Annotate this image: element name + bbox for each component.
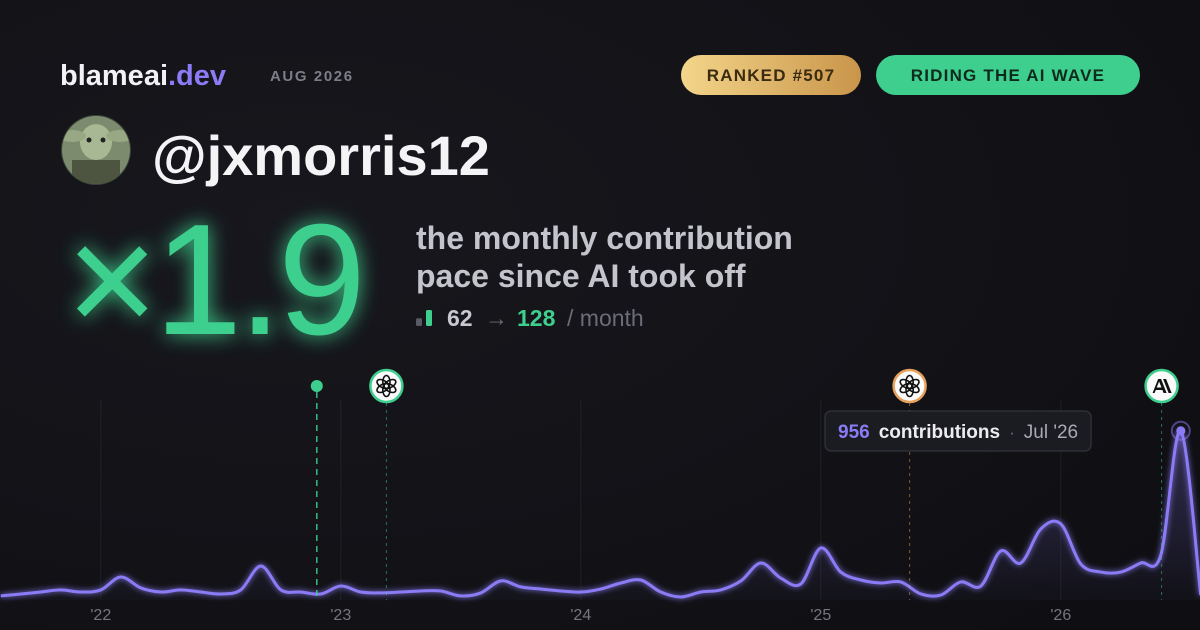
x-tick-label: '23 <box>330 607 351 624</box>
event-icon <box>899 378 913 390</box>
tooltip-date: Jul '26 <box>1024 422 1078 443</box>
pace-unit: / month <box>567 305 644 331</box>
tooltip-value: 956 <box>838 422 870 443</box>
caption-line: the monthly contribution <box>416 220 793 256</box>
pace-bar <box>426 310 432 326</box>
tooltip-sep: · <box>1009 423 1015 442</box>
line <box>0 429 1200 599</box>
pace-before: 62 <box>447 305 473 331</box>
event-badge <box>892 368 927 404</box>
peak-ring <box>1170 420 1191 441</box>
multiplier: ×1.9 <box>66 192 362 368</box>
tooltip <box>824 410 1092 452</box>
brand: blameai.dev <box>60 60 226 92</box>
handle: @jxmorris12 <box>152 124 490 187</box>
rank-badge-text: RANKED #507 <box>707 66 835 85</box>
wave-badge <box>876 55 1140 95</box>
pace-arrow: → <box>485 305 508 331</box>
event-dot <box>310 380 323 392</box>
event-badge <box>369 368 404 404</box>
avatar <box>61 115 131 185</box>
x-tick-label: '26 <box>1050 607 1071 624</box>
wave-badge-text: RIDING THE AI WAVE <box>911 66 1105 85</box>
event-icon <box>1163 379 1172 393</box>
chart: '22 '23 '24 '25 '26 956 contributions · Jul '26 <box>0 368 1200 624</box>
x-tick-label: '25 <box>810 607 831 624</box>
area-fill <box>0 430 1200 600</box>
date: AUG 2026 <box>270 68 354 85</box>
event-icon <box>376 378 390 390</box>
x-tick-label: '24 <box>570 607 591 624</box>
brand-name: blameai <box>60 60 168 92</box>
pace-after: 128 <box>517 305 556 331</box>
rank-badge <box>681 55 861 95</box>
pace-bar <box>416 318 422 326</box>
caption-line: pace since AI took off <box>416 258 746 294</box>
peak-dot <box>1176 426 1186 436</box>
x-tick-label: '22 <box>90 607 111 624</box>
event-icon <box>1152 379 1167 393</box>
brand-tld: .dev <box>168 60 226 92</box>
tooltip-label: contributions <box>879 422 1000 443</box>
